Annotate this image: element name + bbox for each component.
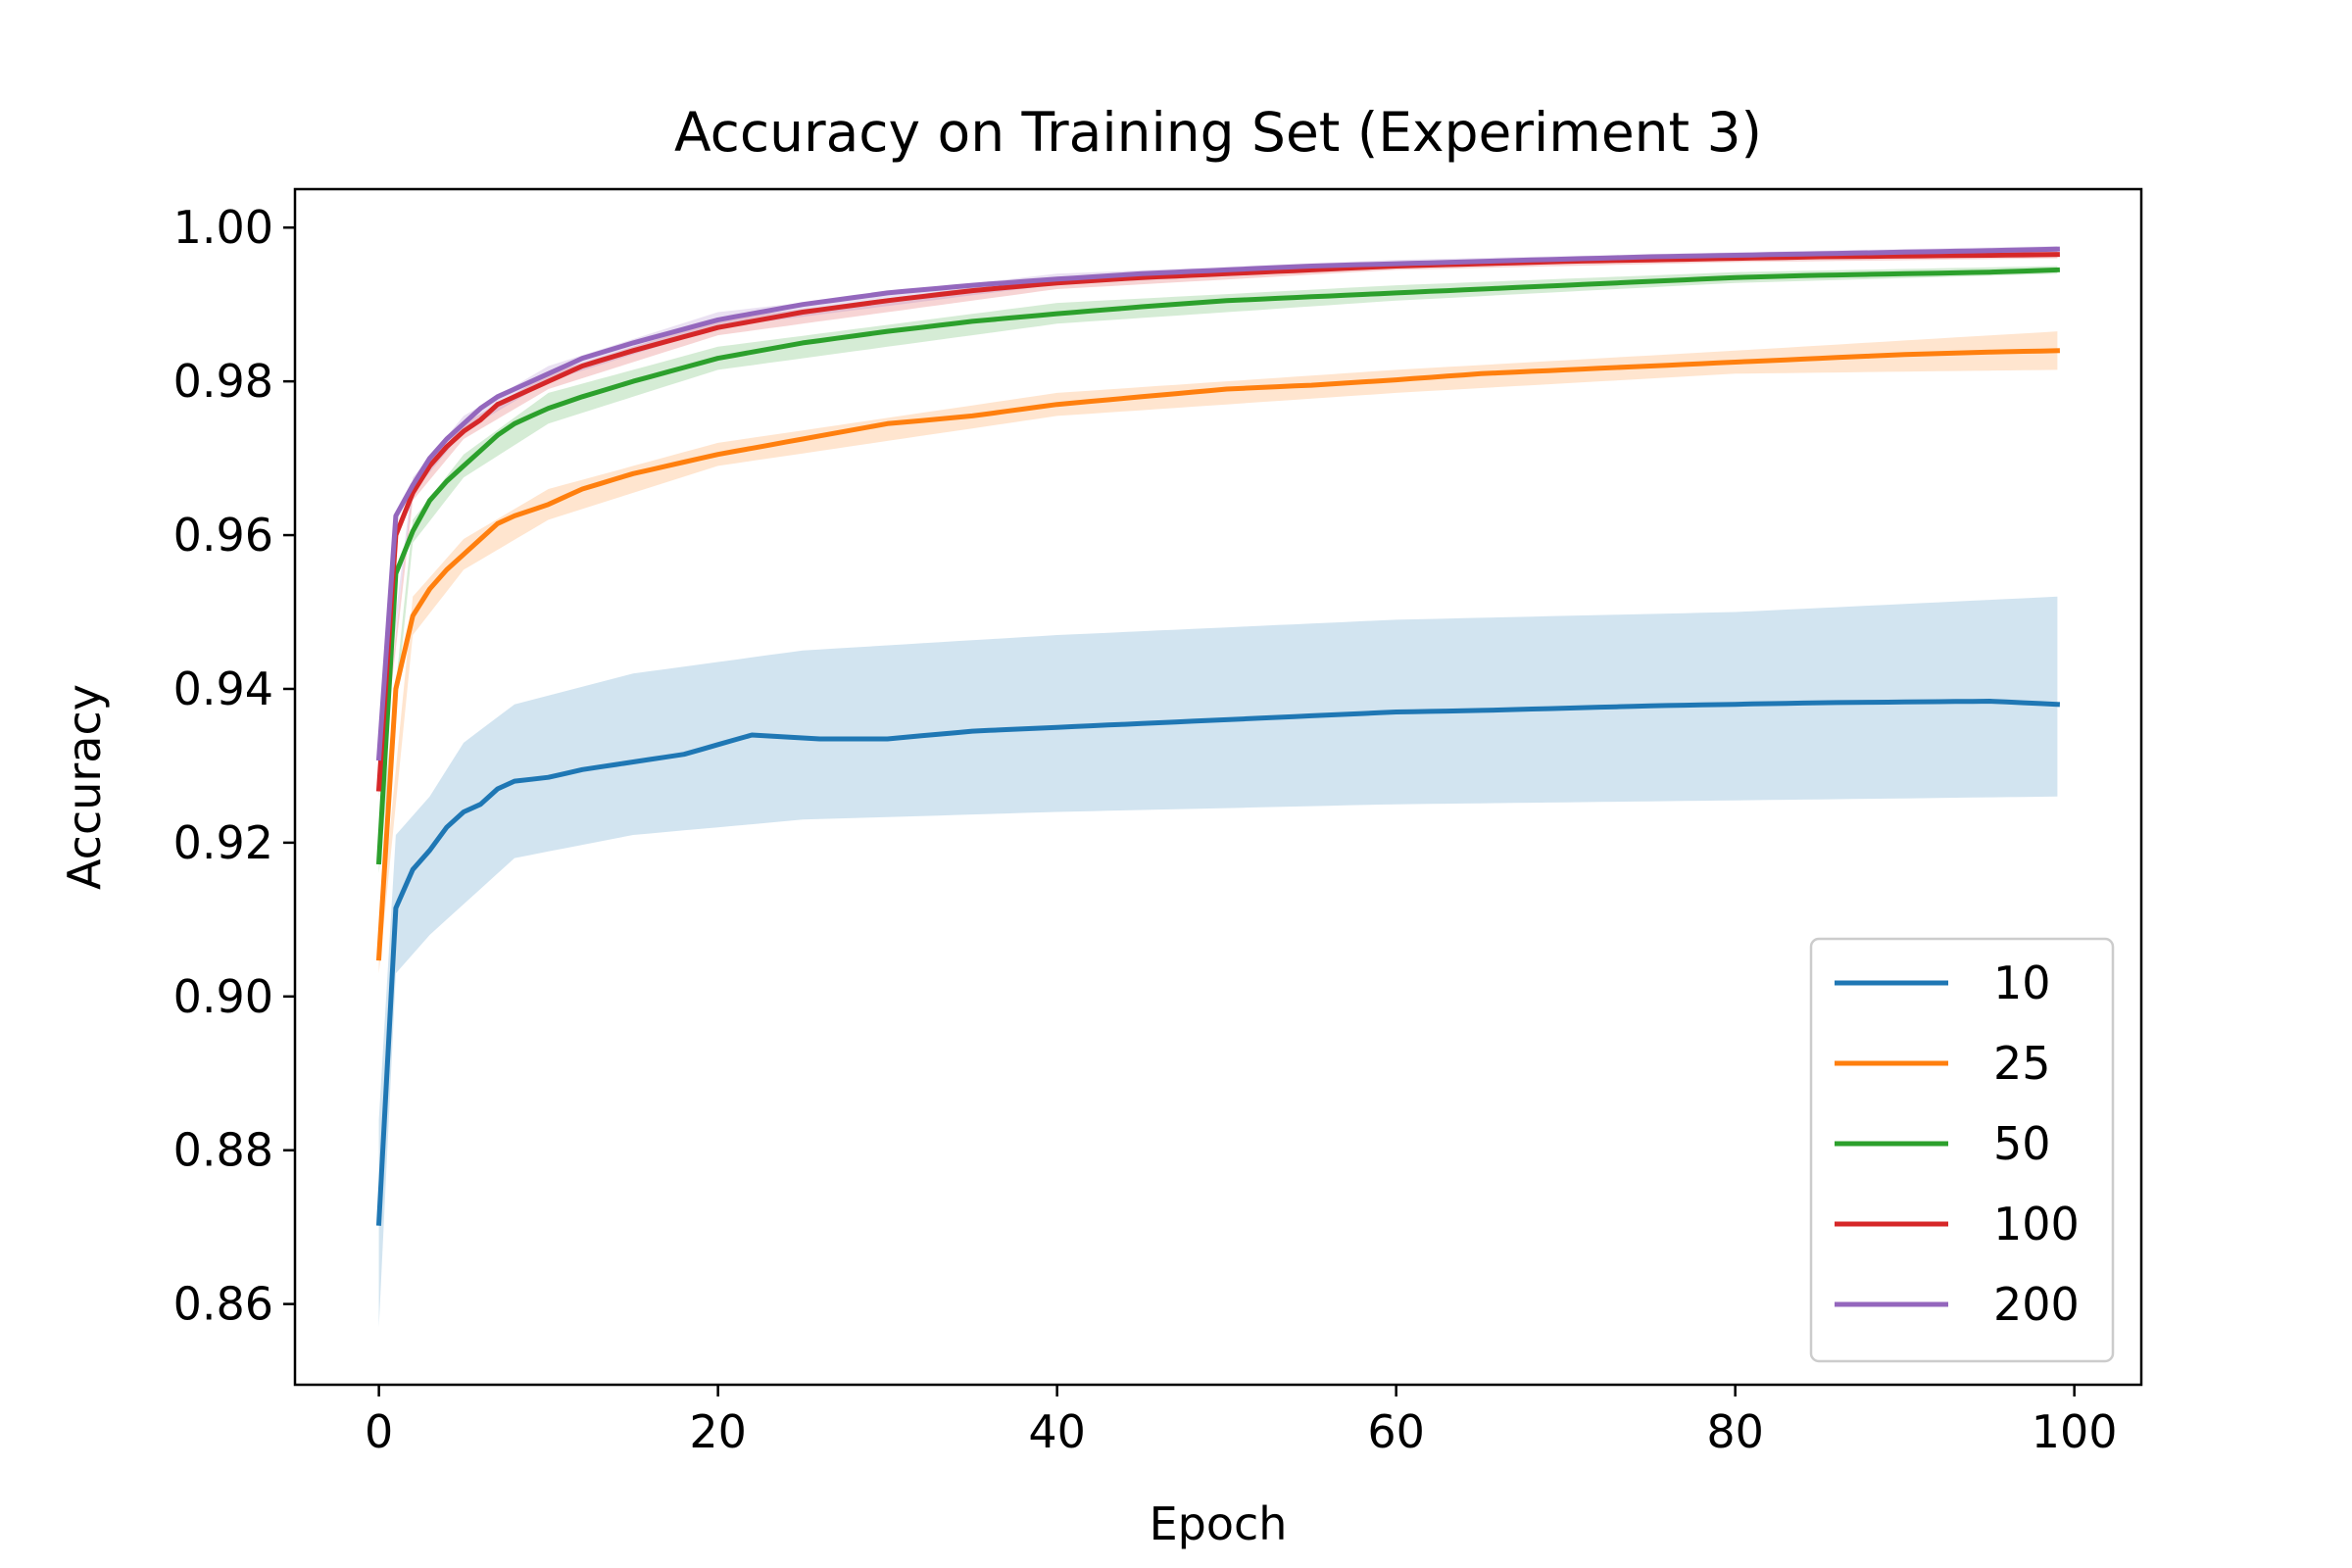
legend-label-10: 10 <box>1993 956 2051 1009</box>
y-tick-label: 0.92 <box>173 816 273 869</box>
y-tick-label: 0.88 <box>173 1124 273 1177</box>
x-tick-label: 20 <box>689 1405 747 1458</box>
x-tick-label: 0 <box>365 1405 393 1458</box>
series-100-line <box>375 252 2060 792</box>
x-tick-label: 40 <box>1028 1405 1086 1458</box>
y-tick-label: 0.94 <box>173 662 273 715</box>
confidence-bands <box>378 246 2058 1328</box>
x-tick-label: 80 <box>1706 1405 1764 1458</box>
plot-frame <box>293 187 2143 1387</box>
y-axis-label: Accuracy <box>58 684 111 890</box>
series-lines <box>375 246 2061 1226</box>
legend-label-50: 50 <box>1993 1117 2051 1170</box>
x-axis-ticks: 0 20 40 60 80 100 <box>365 1385 2118 1458</box>
chart-title: Accuracy on Training Set (Experiment 3) <box>674 101 1762 164</box>
series-10-band <box>378 596 2058 1328</box>
x-tick-label: 100 <box>2032 1405 2118 1458</box>
legend: 10 25 50 100 200 <box>1809 937 2115 1363</box>
series-50-line <box>375 267 2060 865</box>
x-tick-label: 60 <box>1367 1405 1425 1458</box>
y-tick-label: 0.98 <box>173 355 273 408</box>
legend-frame <box>1809 937 2115 1363</box>
y-axis-ticks: 0.86 0.88 0.90 0.92 0.94 0.96 0.98 1.00 <box>173 201 295 1331</box>
y-tick-label: 1.00 <box>173 201 273 254</box>
series-10-line <box>375 699 2061 1226</box>
legend-label-25: 25 <box>1993 1037 2051 1090</box>
y-tick-label: 0.96 <box>173 509 273 562</box>
series-25-line <box>375 348 2060 961</box>
legend-items: 10 25 50 100 200 <box>1835 956 2080 1331</box>
y-tick-label: 0.86 <box>173 1278 273 1331</box>
y-tick-label: 0.90 <box>173 970 273 1023</box>
legend-label-200: 200 <box>1993 1278 2080 1331</box>
legend-label-100: 100 <box>1993 1198 2080 1250</box>
series-200-line <box>375 246 2060 761</box>
x-axis-label: Epoch <box>1150 1497 1288 1550</box>
